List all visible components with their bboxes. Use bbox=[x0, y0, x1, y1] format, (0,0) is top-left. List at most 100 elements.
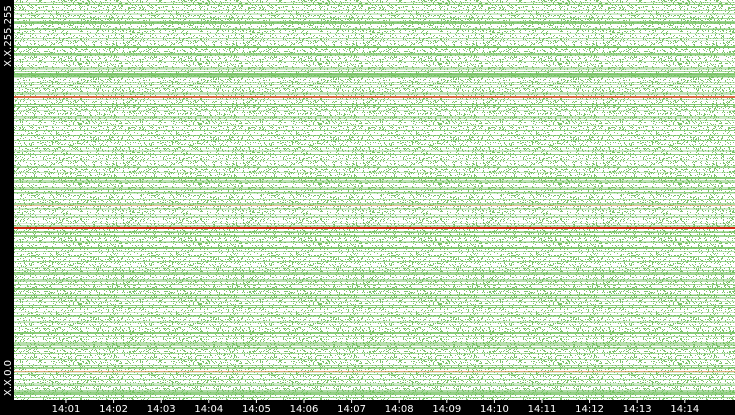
traffic-line bbox=[14, 33, 735, 34]
traffic-line bbox=[14, 74, 735, 75]
traffic-line bbox=[14, 187, 735, 189]
x-axis-bar bbox=[0, 400, 735, 415]
traffic-line bbox=[14, 75, 735, 77]
traffic-line bbox=[14, 10, 735, 11]
traffic-line bbox=[14, 189, 735, 190]
x-tick-label: 14:08 bbox=[385, 404, 414, 415]
traffic-line bbox=[14, 217, 735, 218]
traffic-line bbox=[14, 321, 735, 323]
traffic-line bbox=[14, 326, 735, 327]
traffic-line bbox=[14, 242, 735, 243]
traffic-line bbox=[14, 385, 735, 386]
traffic-line bbox=[14, 214, 735, 215]
traffic-line bbox=[14, 225, 735, 227]
traffic-line bbox=[14, 47, 735, 48]
traffic-line bbox=[14, 394, 735, 395]
x-axis: 14:01 14:02 14:03 14:04 14:05 14:06 14:07 14:08… bbox=[52, 400, 699, 415]
traffic-line bbox=[14, 294, 735, 295]
x-tick-label: 14:13 bbox=[623, 404, 652, 415]
traffic-line bbox=[14, 135, 735, 136]
traffic-line bbox=[14, 203, 735, 205]
x-tick-label: 14:09 bbox=[432, 404, 461, 415]
y-bottom-label: X.X.0.0 bbox=[3, 360, 14, 396]
traffic-line bbox=[14, 67, 735, 69]
traffic-line bbox=[14, 374, 735, 375]
traffic-line bbox=[14, 235, 735, 237]
x-tick-label: 14:12 bbox=[575, 404, 604, 415]
traffic-line bbox=[14, 256, 735, 257]
traffic-line bbox=[14, 180, 735, 181]
alert-line bbox=[14, 371, 735, 372]
traffic-line bbox=[14, 199, 735, 200]
traffic-line bbox=[14, 18, 735, 19]
traffic-line bbox=[14, 347, 735, 349]
traffic-line bbox=[14, 69, 735, 70]
traffic-line bbox=[14, 288, 735, 290]
traffic-line bbox=[14, 379, 735, 380]
traffic-line bbox=[14, 392, 735, 394]
traffic-line bbox=[14, 284, 735, 285]
traffic-line bbox=[14, 106, 735, 107]
traffic-line bbox=[14, 150, 735, 152]
traffic-line bbox=[14, 280, 735, 282]
y-top-label: X.X.255.255 bbox=[3, 5, 14, 66]
traffic-line bbox=[14, 40, 735, 41]
alert-line bbox=[14, 96, 735, 98]
traffic-line bbox=[14, 307, 735, 308]
alert-line bbox=[14, 227, 735, 229]
traffic-line bbox=[14, 353, 735, 354]
traffic-line bbox=[14, 247, 735, 249]
traffic-line bbox=[14, 267, 735, 268]
traffic-line bbox=[14, 21, 735, 22]
alert-line bbox=[14, 205, 735, 206]
traffic-line bbox=[14, 367, 735, 369]
traffic-line bbox=[14, 120, 735, 121]
traffic-line bbox=[14, 54, 735, 55]
traffic-line bbox=[14, 181, 735, 182]
traffic-line bbox=[14, 177, 735, 179]
traffic-line bbox=[14, 261, 735, 262]
traffic-line bbox=[14, 359, 735, 360]
traffic-line bbox=[14, 172, 735, 173]
traffic-line bbox=[14, 272, 735, 274]
traffic-line bbox=[14, 99, 735, 100]
traffic-line bbox=[14, 193, 735, 194]
traffic-line bbox=[14, 279, 735, 280]
x-tick-label: 14:02 bbox=[99, 404, 128, 415]
traffic-line bbox=[14, 73, 735, 75]
traffic-line bbox=[14, 53, 735, 55]
traffic-line bbox=[14, 61, 735, 62]
traffic-line bbox=[14, 29, 735, 30]
traffic-line bbox=[14, 55, 735, 56]
traffic-line bbox=[14, 146, 735, 147]
x-tick-label: 14:03 bbox=[147, 404, 176, 415]
traffic-line bbox=[14, 297, 735, 299]
traffic-line bbox=[14, 84, 735, 85]
traffic-line bbox=[14, 365, 735, 366]
x-tick-label: 14:07 bbox=[337, 404, 366, 415]
traffic-line bbox=[14, 104, 735, 105]
y-axis-bar bbox=[0, 0, 14, 415]
traffic-line bbox=[14, 231, 735, 232]
traffic-line bbox=[14, 332, 735, 334]
traffic-line bbox=[14, 4, 735, 5]
traffic-line bbox=[14, 2, 735, 3]
traffic-line bbox=[14, 208, 735, 210]
traffic-line bbox=[14, 372, 735, 373]
traffic-line bbox=[14, 383, 735, 385]
traffic-line bbox=[14, 13, 735, 15]
traffic-line bbox=[14, 140, 735, 141]
traffic-line bbox=[14, 315, 735, 317]
traffic-line bbox=[14, 117, 735, 118]
x-tick-label: 14:11 bbox=[528, 404, 557, 415]
traffic-line bbox=[14, 344, 735, 346]
traffic-line bbox=[14, 274, 735, 275]
traffic-line bbox=[14, 22, 735, 24]
traffic-lines bbox=[14, 2, 735, 398]
traffic-line bbox=[14, 270, 735, 271]
traffic-line bbox=[14, 223, 735, 224]
x-tick-label: 14:04 bbox=[194, 404, 223, 415]
traffic-line bbox=[14, 232, 735, 233]
traffic-line bbox=[14, 336, 735, 337]
